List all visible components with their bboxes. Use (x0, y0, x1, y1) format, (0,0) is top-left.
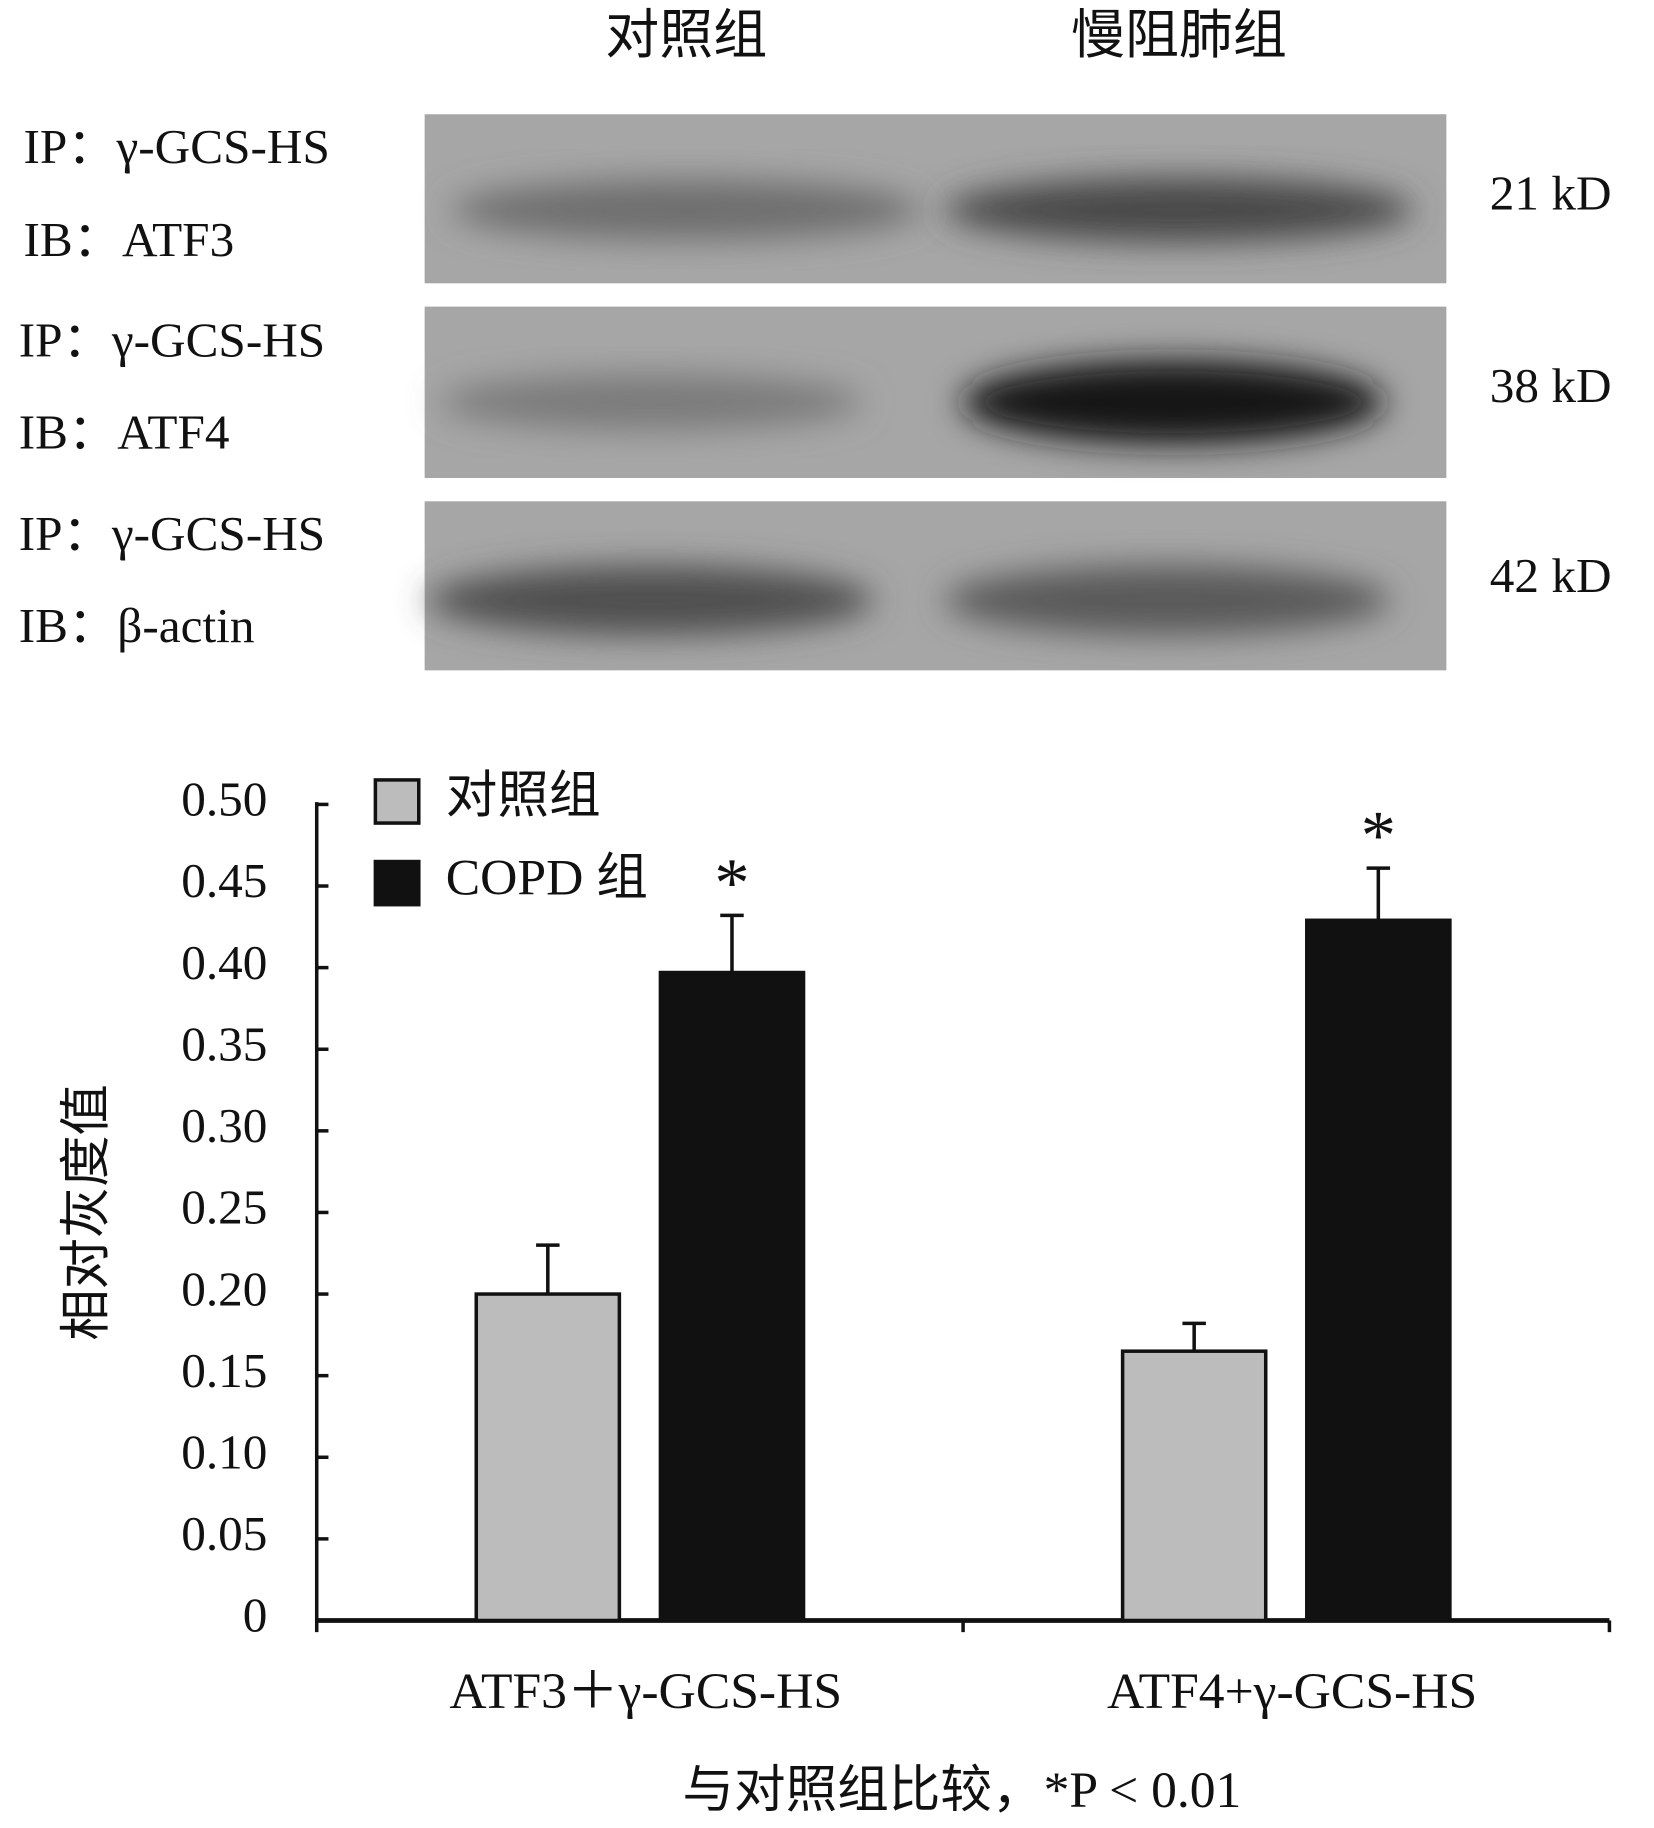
significance-mark: * (1361, 797, 1396, 875)
blot-panel (424, 114, 1447, 671)
legend-label: COPD 组 (446, 849, 648, 906)
bar (1305, 918, 1452, 1623)
footnote: 与对照组比较，*P < 0.01 (682, 1762, 1241, 1819)
error-bar (1182, 1321, 1206, 1352)
y-tick-label: 0.05 (181, 1506, 267, 1561)
x-tick-label: ATF4+γ-GCS-HS (1107, 1663, 1477, 1720)
y-tick-label: 0.40 (181, 935, 267, 990)
y-tick-label: 0.30 (181, 1098, 267, 1153)
ib-label: IB：β-actin (19, 598, 255, 653)
column-header: 慢阻肺组 (1071, 5, 1287, 65)
error-bar (720, 913, 744, 973)
significance-mark: * (714, 844, 749, 922)
ip-label: IP：γ-GCS-HS (19, 312, 325, 367)
y-tick-label: 0.45 (181, 853, 267, 908)
x-tick-label: ATF3＋γ-GCS-HS (449, 1663, 842, 1720)
ip-label: IP：γ-GCS-HS (23, 119, 329, 174)
y-tick-label: 0.15 (181, 1343, 267, 1398)
ip-label: IP：γ-GCS-HS (19, 506, 325, 561)
y-tick-label: 0.10 (181, 1425, 267, 1480)
error-bar (536, 1243, 560, 1295)
size-label: 21 kD (1490, 166, 1612, 221)
error-bar (1366, 866, 1391, 921)
size-label: 42 kD (1490, 548, 1612, 603)
bar (658, 970, 806, 1623)
legend-swatch (373, 859, 421, 907)
ib-label: IB：ATF4 (19, 405, 230, 460)
size-label: 38 kD (1490, 358, 1612, 413)
legend-swatch (373, 778, 421, 825)
y-tick-label: 0.25 (181, 1180, 267, 1235)
bar (1120, 1349, 1268, 1623)
y-tick-label: 0.50 (181, 772, 267, 827)
y-tick-label: 0 (243, 1588, 268, 1643)
bar (474, 1292, 622, 1623)
y-tick-label: 0.20 (181, 1261, 267, 1316)
ib-label: IB：ATF3 (23, 212, 234, 267)
plot: 0 0.05 0.10 0.15 0.20 0.25 0.30 0.35 0.40 0.45 0.5… (181, 768, 1612, 1720)
y-tick-label: 0.35 (181, 1017, 267, 1072)
y-axis-label: 相对灰度值 (58, 1084, 115, 1340)
legend-label: 对照组 (446, 768, 601, 825)
column-header: 对照组 (605, 5, 767, 65)
